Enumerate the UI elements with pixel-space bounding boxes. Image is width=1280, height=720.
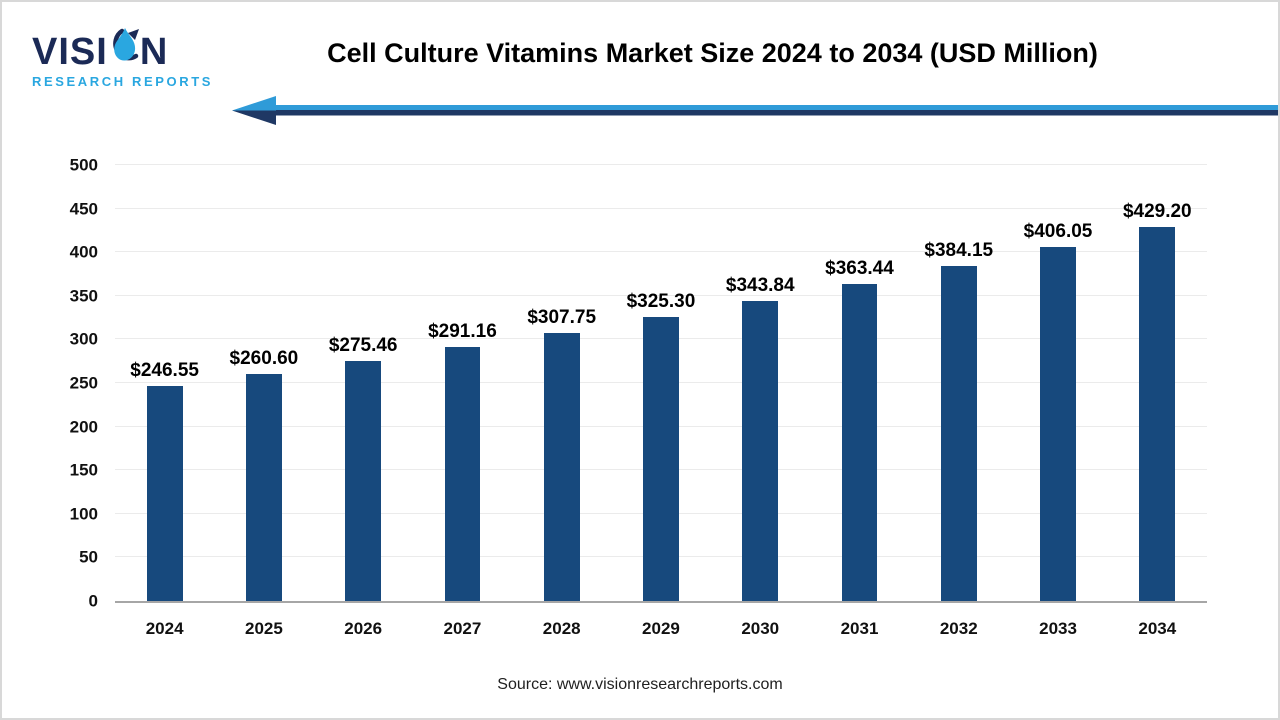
bar — [246, 373, 282, 601]
y-tick-label: 200 — [69, 417, 98, 437]
source-text: Source: www.visionresearchreports.com — [497, 676, 783, 693]
bar-column: $406.05 — [1008, 165, 1107, 601]
bar — [841, 284, 878, 601]
plot-area: $246.55 $260.60 $275.46 $291.16 $307.75 $325.… — [115, 164, 1207, 603]
bar-value-label: $246.55 — [130, 360, 199, 382]
grid-line — [115, 207, 1207, 209]
grid-line — [115, 164, 1207, 165]
x-tick-label: 2033 — [1039, 619, 1077, 638]
y-tick-label: 150 — [69, 460, 98, 480]
y-tick-label: 300 — [69, 329, 98, 349]
y-axis: 0 50 100 150 200 250 300 350 400 450 500 — [32, 157, 106, 610]
bar-value-label: $384.15 — [924, 240, 994, 262]
y-tick-label: 0 — [88, 591, 98, 611]
bar — [742, 301, 779, 601]
bar-value-label: $429.20 — [1122, 200, 1192, 222]
x-axis: 2024 2025 2026 2027 2028 2029 2030 2031 2032 2033… — [115, 603, 1207, 639]
x-tick-label: 2024 — [145, 619, 184, 638]
bar-column: $291.16 — [413, 165, 512, 601]
bar-value-label: $343.84 — [725, 275, 795, 297]
y-tick-label: 50 — [79, 547, 98, 567]
x-tick-label: 2030 — [741, 619, 780, 638]
bar-value-label: $406.05 — [1023, 220, 1093, 242]
bar-value-label: $363.44 — [825, 258, 894, 280]
bar-column: $246.55 — [115, 165, 214, 601]
logo-wordmark: VISI N — [32, 26, 213, 73]
bar-column: $384.15 — [909, 165, 1008, 601]
brand-logo: VISI N RESEARCH REPORTS — [32, 26, 213, 89]
bar-column: $363.44 — [810, 165, 909, 601]
bar-column: $260.60 — [214, 165, 313, 601]
bar-column: $325.30 — [611, 165, 710, 601]
bar-value-label: $275.46 — [328, 334, 398, 356]
grid-line — [115, 251, 1207, 253]
x-tick-label: 2026 — [344, 619, 383, 638]
y-tick-label: 250 — [69, 373, 98, 393]
x-tick-label: 2032 — [939, 619, 978, 638]
y-tick-label: 500 — [69, 155, 98, 175]
bar — [444, 347, 481, 601]
bar-value-label: $291.16 — [428, 321, 497, 343]
y-tick-label: 100 — [69, 504, 98, 524]
bar — [1040, 246, 1076, 601]
chart-title: Cell Culture Vitamins Market Size 2024 t… — [327, 38, 1098, 68]
logo-tagline: RESEARCH REPORTS — [32, 74, 214, 89]
left-arrow-divider — [232, 95, 1278, 127]
bar-column: $429.20 — [1108, 165, 1207, 601]
x-tick-label: 2027 — [443, 619, 482, 638]
logo-text-end: N — [139, 30, 169, 73]
bar-value-label: $325.30 — [626, 291, 696, 313]
bar-column: $307.75 — [512, 165, 611, 601]
bar — [146, 386, 183, 601]
x-tick-label: 2028 — [542, 619, 581, 638]
bar — [345, 360, 382, 601]
bar-value-label: $260.60 — [229, 347, 299, 369]
x-tick-label: 2029 — [642, 619, 680, 638]
left-arrow-icon — [232, 96, 1278, 125]
x-tick-label: 2025 — [244, 619, 283, 638]
bar-column: $343.84 — [711, 165, 810, 601]
bar-column: $275.46 — [314, 165, 413, 601]
y-tick-label: 450 — [69, 199, 98, 219]
logo-text-start: VISI — [32, 30, 108, 73]
grid-line — [115, 294, 1207, 296]
logo-drop-icon — [112, 28, 139, 61]
bar — [643, 317, 679, 601]
x-tick-label: 2031 — [840, 619, 879, 638]
y-tick-label: 400 — [69, 242, 98, 262]
bar — [1139, 226, 1176, 601]
bar — [940, 266, 977, 601]
x-tick-label: 2034 — [1138, 619, 1177, 638]
bar-value-label: $307.75 — [527, 306, 597, 328]
bar — [543, 332, 580, 601]
y-tick-label: 350 — [69, 286, 98, 306]
